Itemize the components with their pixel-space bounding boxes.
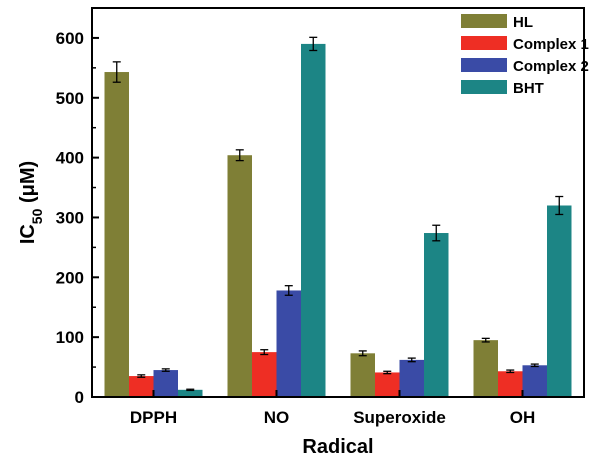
error-bar xyxy=(530,363,539,368)
bars-layer xyxy=(104,43,572,398)
bar-no-bht xyxy=(301,43,326,398)
bar-dpph-complex-2 xyxy=(153,370,178,397)
error-bar xyxy=(137,374,146,378)
bar-superoxide-complex-1 xyxy=(375,372,400,397)
plot-frame xyxy=(91,7,585,398)
bar-superoxide-complex-2 xyxy=(399,359,424,397)
x-tick-label-dpph: DPPH xyxy=(130,408,177,427)
legend-swatch-hl xyxy=(461,14,507,28)
y-tick-label: 300 xyxy=(56,208,84,227)
bar-superoxide-bht xyxy=(424,233,449,397)
x-axis-title: Radical xyxy=(302,436,373,458)
bar-superoxide-hl xyxy=(350,353,375,397)
y-axis-title-main: IC xyxy=(17,224,39,244)
error-bar xyxy=(186,388,195,392)
error-bar xyxy=(112,61,121,83)
error-bar xyxy=(383,370,392,375)
legend-label-bht: BHT xyxy=(513,80,544,97)
error-bar xyxy=(432,224,441,242)
y-axis-title-unit: (μM) xyxy=(17,161,39,209)
bar-no-complex-1 xyxy=(252,352,277,397)
legend-label-complex-2: Complex 2 xyxy=(513,58,589,75)
error-bar xyxy=(260,349,269,356)
x-tick-label-superoxide: Superoxide xyxy=(353,408,446,427)
y-axis-title-subscript: 50 xyxy=(29,208,45,224)
bar-oh-complex-2 xyxy=(522,365,547,397)
error-bar xyxy=(358,350,367,357)
error-bar xyxy=(555,195,564,216)
error-bar xyxy=(506,369,515,374)
error-bar xyxy=(161,368,170,372)
x-tick-label-no: NO xyxy=(264,408,290,427)
bar-oh-complex-1 xyxy=(498,371,523,397)
legend: HL Complex 1 Complex 2 BHT xyxy=(461,14,589,97)
y-tick-label: 200 xyxy=(56,268,84,287)
bar-no-hl xyxy=(227,155,252,397)
legend-label-complex-1: Complex 1 xyxy=(513,36,589,53)
y-tick-label: 100 xyxy=(56,328,84,347)
y-tick-label: 500 xyxy=(56,89,84,108)
error-bar xyxy=(407,357,416,363)
y-axis: 0 100 200 300 400 500 600 xyxy=(56,29,99,407)
bar-no-complex-2 xyxy=(276,290,301,397)
legend-label-hl: HL xyxy=(513,14,533,31)
legend-swatch-complex-1 xyxy=(461,36,507,50)
error-bar xyxy=(481,337,490,343)
legend-swatch-bht xyxy=(461,80,507,94)
error-bar xyxy=(235,149,244,162)
x-tick-label-oh: OH xyxy=(510,408,536,427)
bar-dpph-complex-1 xyxy=(129,376,154,397)
x-axis: DPPH NO Superoxide OH xyxy=(130,390,535,427)
bar-oh-hl xyxy=(473,340,498,397)
y-tick-label: 0 xyxy=(75,388,84,407)
y-tick-label: 400 xyxy=(56,149,84,168)
error-bar xyxy=(309,36,318,52)
error-bars-layer xyxy=(112,36,564,392)
bar-oh-bht xyxy=(547,205,572,397)
bar-dpph-hl xyxy=(104,72,129,397)
y-tick-label: 600 xyxy=(56,29,84,48)
y-axis-title: IC50 (μM) xyxy=(17,161,45,244)
bar-dpph-bht xyxy=(178,389,203,397)
legend-swatch-complex-2 xyxy=(461,58,507,72)
error-bar xyxy=(284,285,293,296)
